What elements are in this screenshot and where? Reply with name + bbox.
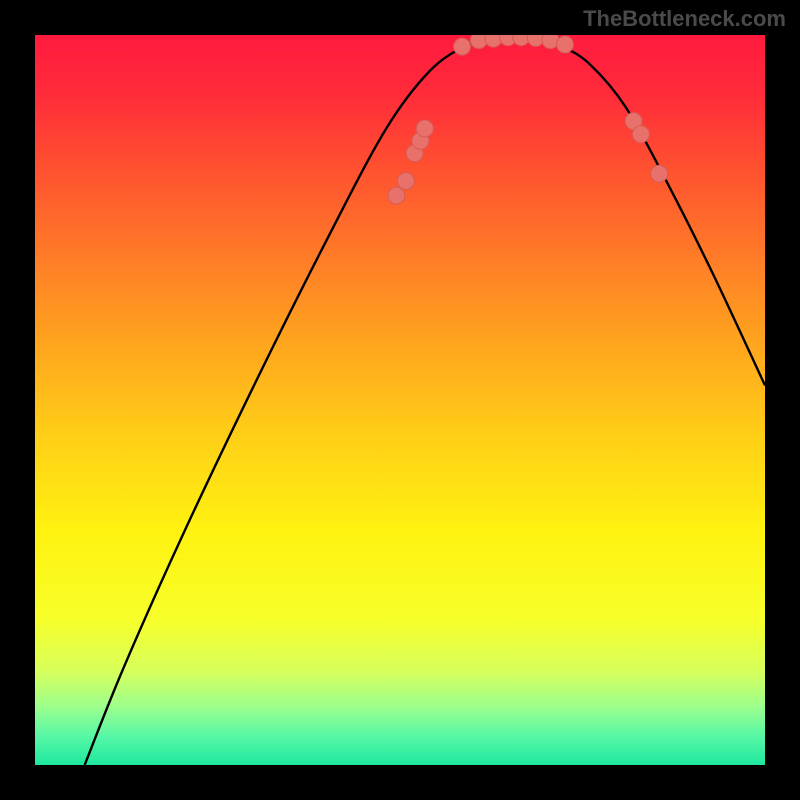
- data-marker: [388, 187, 405, 204]
- data-markers: [388, 35, 668, 204]
- data-marker: [416, 120, 433, 137]
- data-marker: [397, 173, 414, 190]
- data-marker: [454, 38, 471, 55]
- data-marker: [632, 126, 649, 143]
- data-marker: [556, 36, 573, 53]
- curve-layer: [35, 35, 765, 765]
- data-marker: [651, 165, 668, 182]
- watermark-text: TheBottleneck.com: [583, 6, 786, 32]
- plot-area: [35, 35, 765, 765]
